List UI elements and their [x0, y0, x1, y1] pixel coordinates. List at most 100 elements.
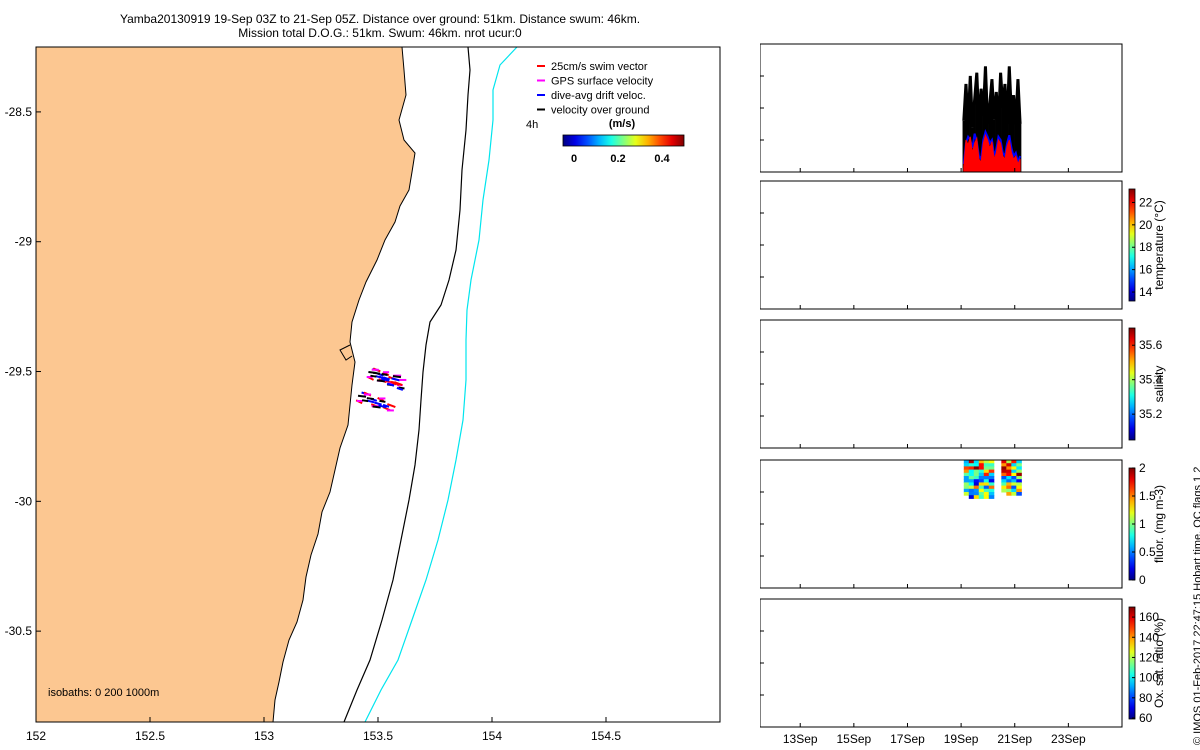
colorbar-tick-label: 18: [1139, 240, 1153, 254]
fluor-cell: [978, 488, 985, 493]
track-vector: [383, 376, 391, 381]
colorbar-tick-label: 80: [1139, 691, 1153, 705]
colorbar-label: fluor. (mg m-3): [1152, 485, 1166, 563]
colorbar-tick-label: 35.2: [1139, 407, 1163, 421]
colorbar-side-label: 4h: [526, 119, 538, 131]
fluor-cell: [963, 463, 970, 467]
x-tick-label: 15Sep: [837, 732, 872, 746]
x-tick-label: 153: [254, 729, 274, 743]
fluor-cell: [988, 495, 995, 499]
track-vector: [380, 377, 390, 382]
colorbar-label: Ox. sat. ratio (%): [1152, 618, 1166, 708]
legend-item: GPS surface velocity: [537, 76, 654, 88]
fluor-cell: [963, 469, 970, 474]
x-tick-label: 13Sep: [783, 732, 818, 746]
track-vector: [357, 394, 367, 398]
fluor-cell: [973, 460, 980, 464]
fluor-cell: [963, 460, 970, 464]
fluor-cell: [1001, 476, 1007, 480]
track-vector: [382, 403, 390, 408]
colorbar-tick-label: 60: [1139, 711, 1153, 725]
track-vector: [393, 381, 403, 387]
fluor-cell: [978, 479, 985, 483]
colorbar-tick-label: 100: [1139, 671, 1159, 685]
fluor-cell: [983, 466, 990, 471]
fluor-cell: [978, 482, 985, 487]
fluor-cell: [963, 466, 970, 471]
fluor-cell: [973, 482, 980, 487]
fluor-cell: [973, 485, 980, 490]
legend-label: velocity over ground: [551, 105, 649, 117]
fluor-cell: [1001, 469, 1007, 474]
fluor-cell: [983, 488, 990, 493]
fluor-cell: [1011, 466, 1017, 471]
track-vector: [392, 375, 402, 379]
credit-text: © IMOS 01-Feb-2017 22:47:15 Hobart time.…: [1192, 467, 1200, 745]
fluor-cell: [1011, 460, 1017, 464]
fluor-cell: [988, 463, 995, 467]
track-vector: [374, 401, 382, 406]
fluor-cell: [973, 463, 980, 467]
legend-item: 25cm/s swim vector: [537, 61, 648, 73]
colorbar-tick-label: 16: [1139, 263, 1153, 277]
fluor-cell: [988, 466, 995, 471]
fluor-cell: [1011, 482, 1017, 487]
track-vector: [396, 386, 404, 391]
track-vector: [370, 374, 377, 378]
colorbar-label: temperature (°C): [1152, 200, 1166, 290]
colorbar-tick-label: 0: [1139, 573, 1146, 587]
fluor-cell: [1016, 469, 1022, 474]
fluor-cell: [1006, 479, 1012, 483]
coastline: [272, 46, 416, 723]
fluor-cell: [968, 488, 975, 493]
fluor-cell: [1001, 466, 1007, 471]
depth-panel-frame: [760, 459, 1123, 589]
fluor-cell: [968, 463, 975, 467]
fluor-cell: [973, 492, 980, 496]
swim-velocity-area: [963, 133, 1021, 173]
isobath-200m: [343, 46, 471, 723]
track-cluster: [366, 367, 407, 391]
fluor-cell: [1006, 485, 1012, 490]
fluor-cell: [1011, 463, 1017, 467]
fluor-cell: [983, 469, 990, 474]
fluor-cell: [963, 482, 970, 487]
y-tick-label: -29.5: [5, 365, 33, 379]
fluor-cell: [1001, 479, 1007, 483]
x-tick-label: 152: [26, 729, 46, 743]
fluor-cell: [1006, 460, 1012, 464]
colorbar-tick-label: 35.6: [1139, 338, 1163, 352]
colorbar-tick-label: 0: [571, 153, 577, 165]
fluor-cell: [988, 472, 995, 477]
fluor-cell: [1011, 485, 1017, 490]
colorbar: [1128, 327, 1136, 441]
colorbar-tick-label: 120: [1139, 650, 1159, 664]
fluor-cell: [968, 495, 975, 499]
fluor-cell: [1016, 476, 1022, 480]
fluor-cell: [1011, 479, 1017, 483]
fluor-cell: [988, 476, 995, 480]
fluor-cell: [968, 460, 975, 464]
fluor-cell: [978, 472, 985, 477]
track-vector: [387, 403, 396, 408]
fluor-cell: [1001, 488, 1007, 493]
chart-title-line-2: Mission total D.O.G.: 51km. Swum: 46km. …: [238, 26, 522, 40]
fluor-cell: [988, 482, 995, 487]
fluor-cell: [973, 476, 980, 480]
depth-panel-frame: [760, 180, 1123, 310]
fluor-cell: [1011, 488, 1017, 493]
fluor-cell: [1001, 472, 1007, 477]
chart-title-line-1: Yamba20130919 19-Sep 03Z to 21-Sep 05Z. …: [119, 12, 641, 26]
track-cluster: [355, 391, 396, 412]
fluor-cell: [963, 488, 970, 493]
time-series-panels: 00.20.40.60.8velocity magnitude (m/s)050…: [760, 43, 1166, 746]
track-vector: [366, 397, 375, 401]
fluor-cell: [988, 488, 995, 493]
fluor-cell: [973, 495, 980, 499]
x-tick-label: 152.5: [135, 729, 165, 743]
colorbar-tick-label: 22: [1139, 195, 1153, 209]
depth-panel-frame: [760, 319, 1123, 449]
fluor-cell: [963, 492, 970, 496]
colorbar-label: salinity: [1152, 366, 1166, 403]
fluor-cell: [1016, 460, 1022, 464]
